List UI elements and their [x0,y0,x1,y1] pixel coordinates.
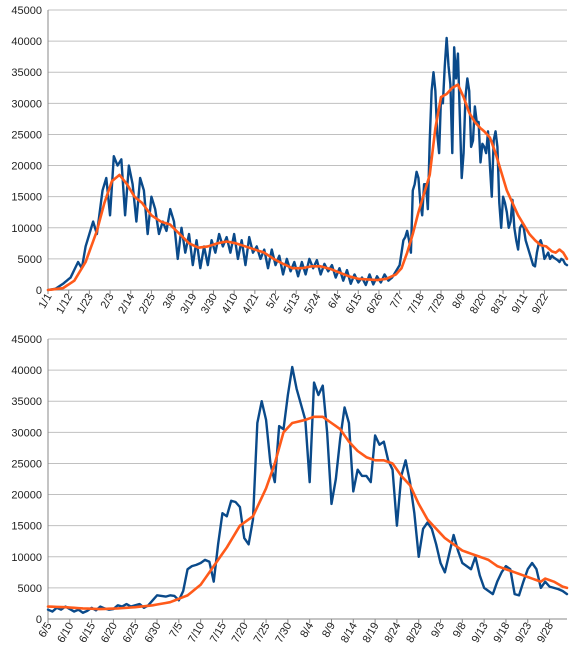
x-tick-label: 2/14 [116,292,137,317]
x-tick-label: 3/8 [161,292,179,311]
x-tick-label: 4/10 [220,292,241,317]
y-tick-label: 45000 [11,5,42,17]
series-line-smoothed [46,83,569,292]
x-tick-label: 8/20 [468,292,489,317]
y-tick-label: 45000 [11,334,42,346]
y-tick-label: 30000 [11,98,42,110]
x-tick-label: 1/23 [75,292,96,317]
x-tick-label: 8/9 [450,292,468,311]
x-tick-label: 7/5 [167,621,185,640]
x-tick-label: 8/9 [320,621,338,640]
x-tick-label: 9/23 [513,621,534,646]
x-tick-label: 7/18 [406,292,427,317]
x-tick-label: 2/3 [99,292,117,311]
y-tick-label: 15000 [11,521,42,533]
series-line-smoothed [46,415,569,611]
x-tick-label: 9/18 [491,621,512,646]
x-tick-label: 7/20 [230,621,251,646]
x-tick-label: 6/15 [344,292,365,317]
x-tick-label: 9/13 [470,621,491,646]
y-tick-label: 5000 [18,254,42,266]
y-tick-label: 40000 [11,365,42,377]
y-tick-label: 10000 [11,552,42,564]
x-tick-label: 3/19 [178,292,199,317]
x-tick-label: 6/4 [326,292,344,311]
y-tick-label: 30000 [11,427,42,439]
x-tick-label: 8/19 [361,621,382,646]
x-tick-label: 7/7 [388,292,406,311]
x-tick-label: 3/30 [199,292,220,317]
y-tick-label: 25000 [11,458,42,470]
y-tick-label: 10000 [11,223,42,235]
x-tick-label: 9/28 [535,621,556,646]
x-tick-label: 7/30 [273,621,294,646]
x-tick-label: 6/20 [99,621,120,646]
x-tick-label: 6/15 [77,621,98,646]
chart-1: 0 5000 10000 15000 20000 25000 30000 35000 40000… [11,5,569,317]
series-line-actual [46,36,569,292]
x-tick-label: 1/12 [54,292,75,317]
y-tick-label: 40000 [11,36,42,48]
x-tick-label: 6/10 [55,621,76,646]
series-line-actual [46,365,569,614]
x-tick-label: 2/25 [137,292,158,317]
y-tick-label: 35000 [11,396,42,408]
x-tick-label: 6/25 [121,621,142,646]
chart-2: 0 5000 10000 15000 20000 25000 30000 35000 40000… [11,334,569,646]
x-tick-label: 7/25 [252,621,273,646]
y-tick-label: 0 [36,614,42,626]
x-tick-label: 9/3 [429,621,447,640]
x-tick-label: 9/8 [451,621,469,640]
x-tick-label: 8/31 [489,291,510,316]
x-tick-label: 9/22 [530,292,551,317]
x-tick-label: 8/14 [339,621,360,646]
x-tick-label: 9/11 [510,292,531,316]
x-tick-label: 7/10 [186,621,207,646]
y-tick-label: 35000 [11,67,42,79]
x-tick-label: 8/24 [382,621,403,646]
y-tick-label: 20000 [11,161,42,173]
y-tick-label: 5000 [18,583,42,595]
x-tick-label: 8/29 [404,621,425,646]
y-tick-label: 25000 [11,129,42,141]
x-tick-label: 6/26 [364,292,385,317]
y-tick-label: 15000 [11,192,42,204]
y-tick-label: 20000 [11,490,42,502]
y-tick-label: 0 [36,285,42,297]
x-tick-label: 4/21 [240,292,261,317]
x-tick-label: 5/24 [302,292,323,317]
x-tick-label: 7/29 [427,292,448,317]
x-tick-label: 7/15 [208,621,229,646]
x-tick-label: 6/30 [143,621,164,646]
x-tick-label: 8/4 [298,621,316,640]
x-tick-label: 5/2 [264,292,282,311]
x-tick-label: 5/13 [282,292,303,317]
